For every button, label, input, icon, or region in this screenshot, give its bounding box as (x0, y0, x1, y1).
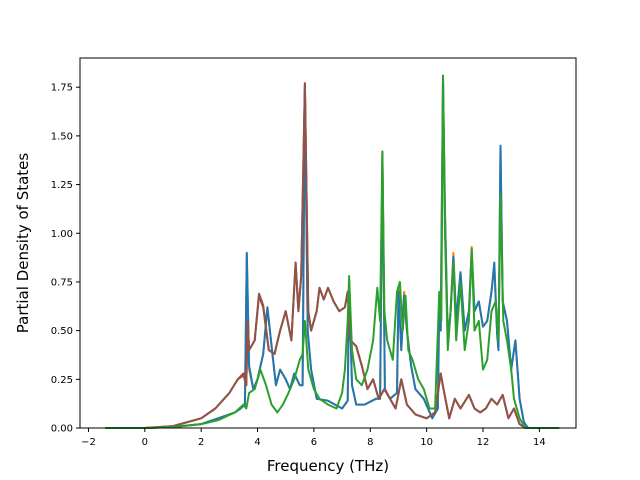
y-axis-label: Partial Density of States (14, 153, 32, 334)
y-tick-label: 0.00 (51, 424, 73, 435)
y-tick-label: 1.50 (51, 131, 73, 142)
y-axis-ticks: 0.00 0.25 0.50 0.75 1.00 1.25 1.50 1.75 (51, 83, 80, 435)
x-tick-label: 0 (142, 437, 148, 448)
x-tick-label: 6 (311, 437, 317, 448)
x-tick-label: 10 (420, 437, 433, 448)
series-layer (105, 74, 560, 429)
x-tick-label: 14 (533, 437, 546, 448)
y-tick-label: 1.00 (51, 229, 73, 240)
y-tick-label: 0.50 (51, 326, 73, 337)
axes-frame (79, 57, 577, 429)
x-axis-ticks: −2 0 2 4 6 8 10 12 14 (81, 428, 546, 448)
series-line-1 (105, 78, 560, 429)
series-line-4 (105, 74, 560, 429)
x-tick-label: 12 (477, 437, 490, 448)
y-tick-label: 0.25 (51, 375, 73, 386)
axes-background (80, 58, 576, 428)
plot-area (79, 57, 577, 429)
x-tick-label: 4 (254, 437, 260, 448)
series-line-3 (105, 82, 560, 429)
x-tick-label: 8 (367, 437, 373, 448)
x-tick-label: −2 (81, 437, 96, 448)
y-tick-label: 1.25 (51, 180, 73, 191)
x-axis-label: Frequency (THz) (267, 457, 389, 475)
y-tick-label: 1.75 (51, 83, 73, 94)
x-tick-label: 2 (198, 437, 204, 448)
y-tick-label: 0.75 (51, 277, 73, 288)
